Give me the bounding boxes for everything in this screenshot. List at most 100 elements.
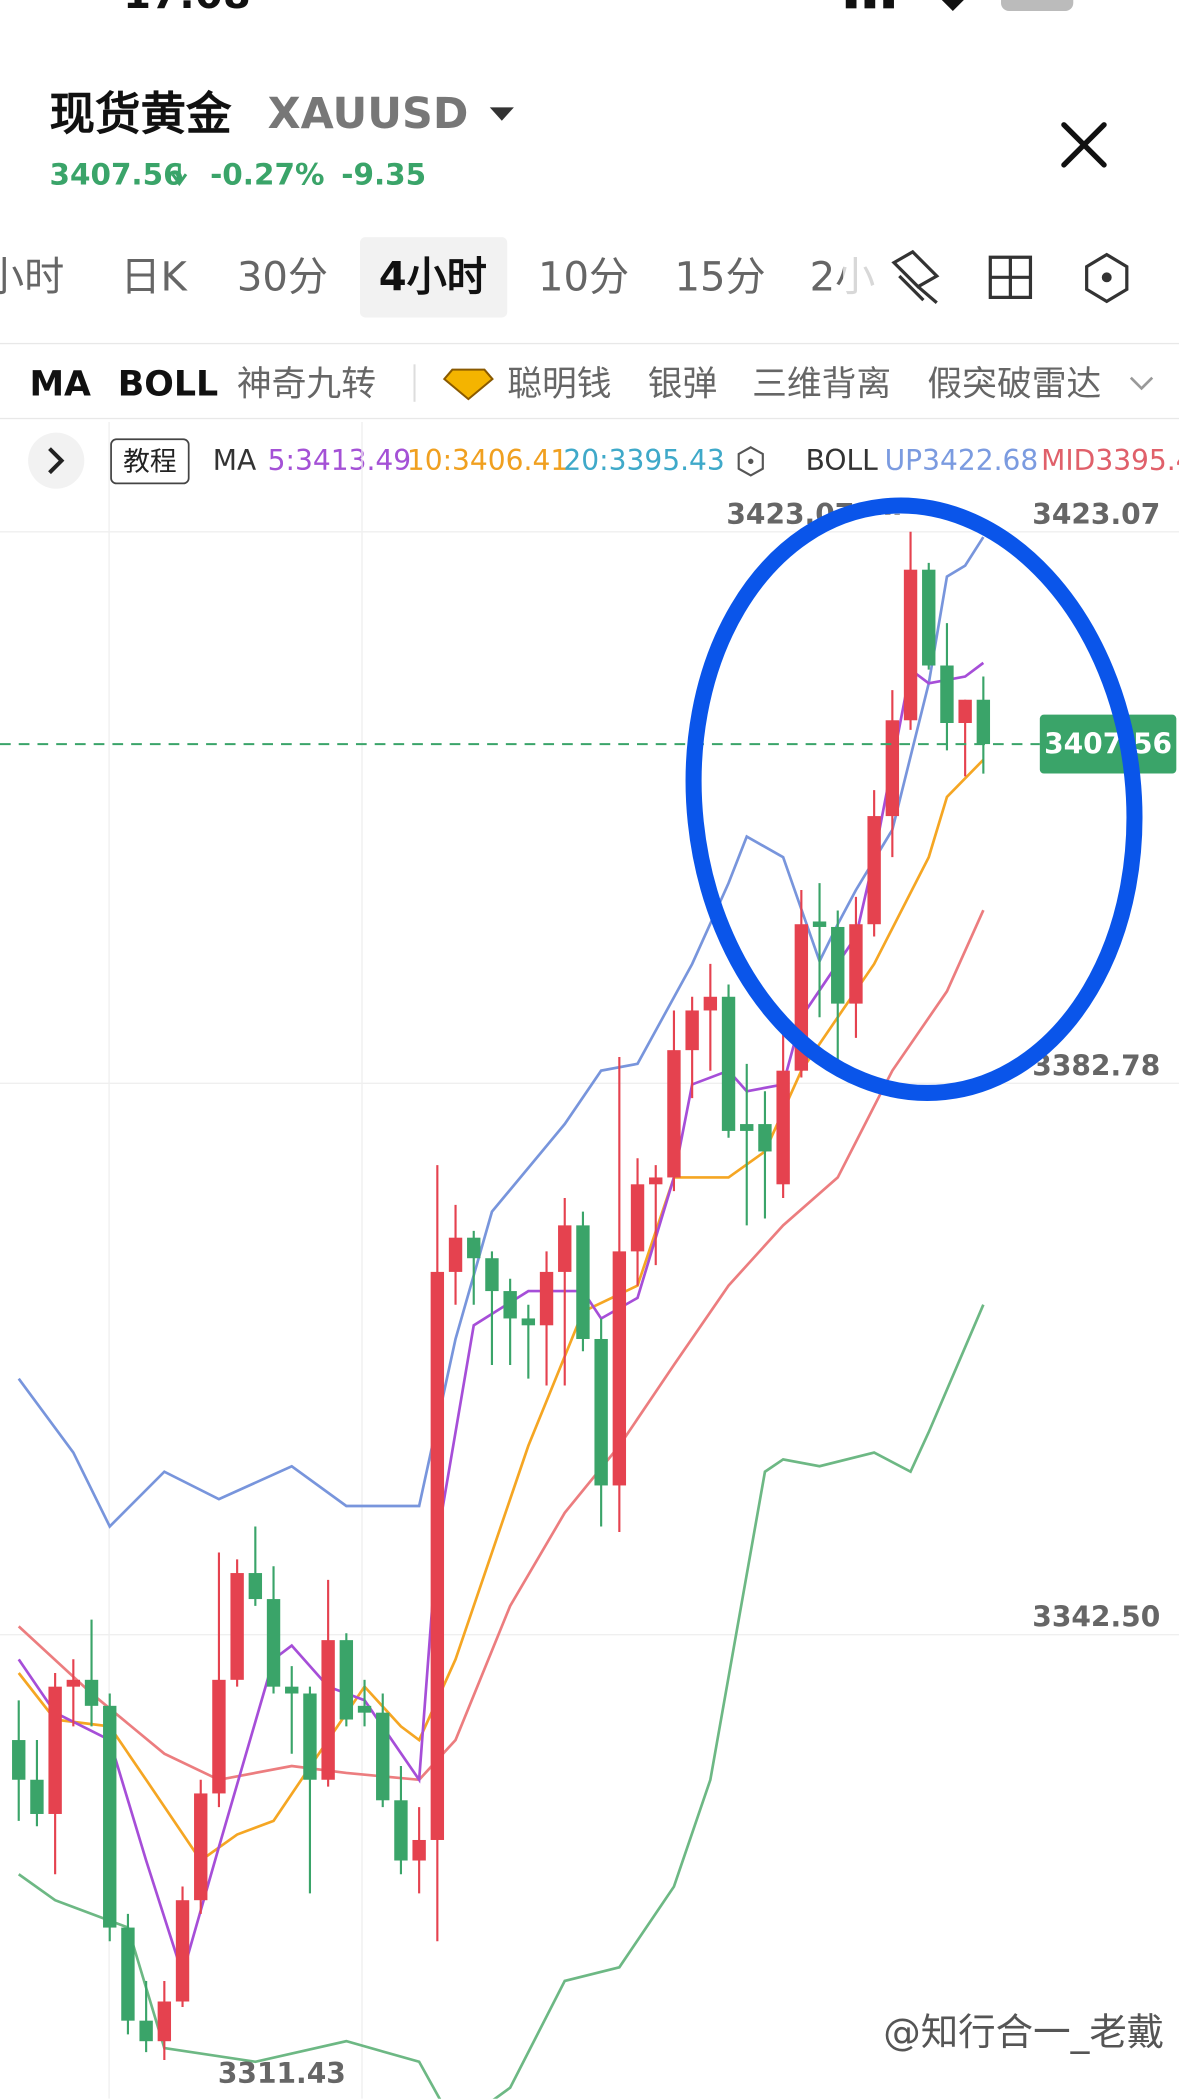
candle-body [558, 1225, 572, 1272]
expand-chevron[interactable] [1129, 376, 1154, 391]
tutorial-box[interactable] [110, 438, 190, 485]
candle-body [776, 1070, 790, 1185]
candle-body [576, 1225, 590, 1339]
y-tick-label: 3382.78 [1032, 1049, 1160, 1082]
candle-body [248, 1573, 263, 1600]
indicator-tab[interactable]: 聪明钱 [507, 364, 611, 404]
candle-body [685, 1010, 699, 1051]
divider [0, 342, 1179, 345]
price-chart [0, 421, 1179, 2099]
status-icons [845, 0, 1074, 12]
close-button[interactable] [1061, 122, 1107, 168]
settings-dot [1101, 272, 1112, 283]
candle-body [885, 720, 900, 817]
boll-value: UP3422.68 [885, 444, 1039, 477]
period-tab[interactable]: 30分 [237, 254, 328, 300]
collapse-button[interactable] [28, 432, 85, 489]
candle-body [485, 1258, 499, 1292]
candle-body [594, 1338, 608, 1486]
indicator-tab[interactable]: 银弹 [648, 364, 718, 404]
symbol-dropdown[interactable] [489, 107, 514, 121]
period-tab[interactable]: 日K [120, 254, 188, 300]
ma-value: 10:3406.41 [407, 444, 568, 477]
candle-body [48, 1686, 62, 1814]
indicator-tab[interactable]: 神奇九转 [237, 364, 376, 404]
indicator-line [17, 1304, 985, 2099]
candle-body [849, 924, 863, 1004]
candle-body [867, 816, 881, 925]
candle-body [503, 1291, 517, 1319]
smart-money-icon [442, 368, 494, 401]
v-grid-line [108, 421, 110, 2099]
period-tab[interactable]: 4小时 [379, 254, 487, 300]
tutorial-label[interactable]: 教程 [123, 447, 177, 478]
candle-body [612, 1251, 627, 1486]
change-percent: -0.27% [210, 157, 324, 191]
highlight-circle [685, 497, 1143, 1101]
candle-body [376, 1712, 390, 1801]
indicator-line [17, 909, 985, 1782]
candle-body [976, 699, 991, 745]
candle-body [630, 1184, 645, 1252]
boll-label: BOLL [806, 444, 879, 477]
draw-tool-icon[interactable] [891, 249, 940, 304]
candle-body [412, 1839, 426, 1861]
change-amount: -9.35 [341, 157, 426, 191]
settings-icon[interactable] [1085, 252, 1129, 304]
period-tab[interactable]: 小时 [0, 254, 64, 300]
period-tab[interactable]: 15分 [674, 254, 765, 300]
candle-body [758, 1124, 772, 1152]
min-label: 3311.43 [218, 2057, 346, 2090]
candle-body [66, 1679, 81, 1687]
candle-body [448, 1237, 463, 1272]
watermark: @知行合一_老戴 [883, 2010, 1164, 2054]
indicator-tab[interactable]: 三维背离 [752, 364, 891, 404]
candle-body [667, 1050, 681, 1178]
indicator-divider [413, 364, 416, 402]
candle-body [940, 665, 954, 724]
boll-value: MID3395.43 [1041, 444, 1179, 477]
candle-body [30, 1779, 44, 1814]
candle-body [230, 1573, 244, 1680]
ma-settings-icon[interactable] [737, 446, 764, 477]
candle-body [958, 699, 972, 724]
candle-body [212, 1679, 226, 1794]
candle-body [521, 1318, 536, 1326]
indicator-tab[interactable]: 假突破雷达 [927, 364, 1101, 404]
status-time: 17:08 [123, 0, 251, 18]
candle-body [539, 1271, 554, 1326]
indicator-bar: MA BOLL 神奇九转 聪明钱 银弹 三维背离 假突破雷达 [29, 364, 1101, 404]
period-tab[interactable]: 10分 [538, 254, 629, 300]
price-down-arrow [171, 163, 188, 187]
instrument-symbol[interactable]: XAUUSD [268, 89, 469, 139]
ma-settings-dot [748, 458, 754, 465]
candle-body [703, 996, 718, 1011]
last-price-box [1039, 714, 1177, 774]
candle-body [831, 926, 845, 1004]
layout-icon[interactable] [988, 255, 1033, 300]
collapse-arrow [48, 447, 65, 475]
candle-body [812, 921, 827, 927]
ma-value: 20:3395.43 [563, 444, 724, 477]
candle-body [649, 1177, 663, 1185]
candle-body [103, 1705, 117, 1928]
candle-body [721, 996, 736, 1131]
indicator-tab[interactable]: MA [29, 364, 91, 404]
last-price-label: 3407.56 [1044, 728, 1172, 761]
candle-body [339, 1640, 354, 1720]
toolbar-icons [891, 249, 1129, 304]
candle-body [139, 2020, 153, 2042]
candle-body [12, 1740, 26, 1780]
candle-body [194, 1793, 208, 1901]
indicator-tab[interactable]: BOLL [118, 364, 218, 404]
y-tick-label: 3423.07 [1032, 498, 1160, 531]
candle-body [84, 1679, 99, 1706]
ma-value: 5:3413.49 [268, 444, 412, 477]
instrument-name: 现货黄金 [50, 88, 233, 141]
candle-body [321, 1640, 335, 1780]
candle-body [121, 1927, 135, 2021]
